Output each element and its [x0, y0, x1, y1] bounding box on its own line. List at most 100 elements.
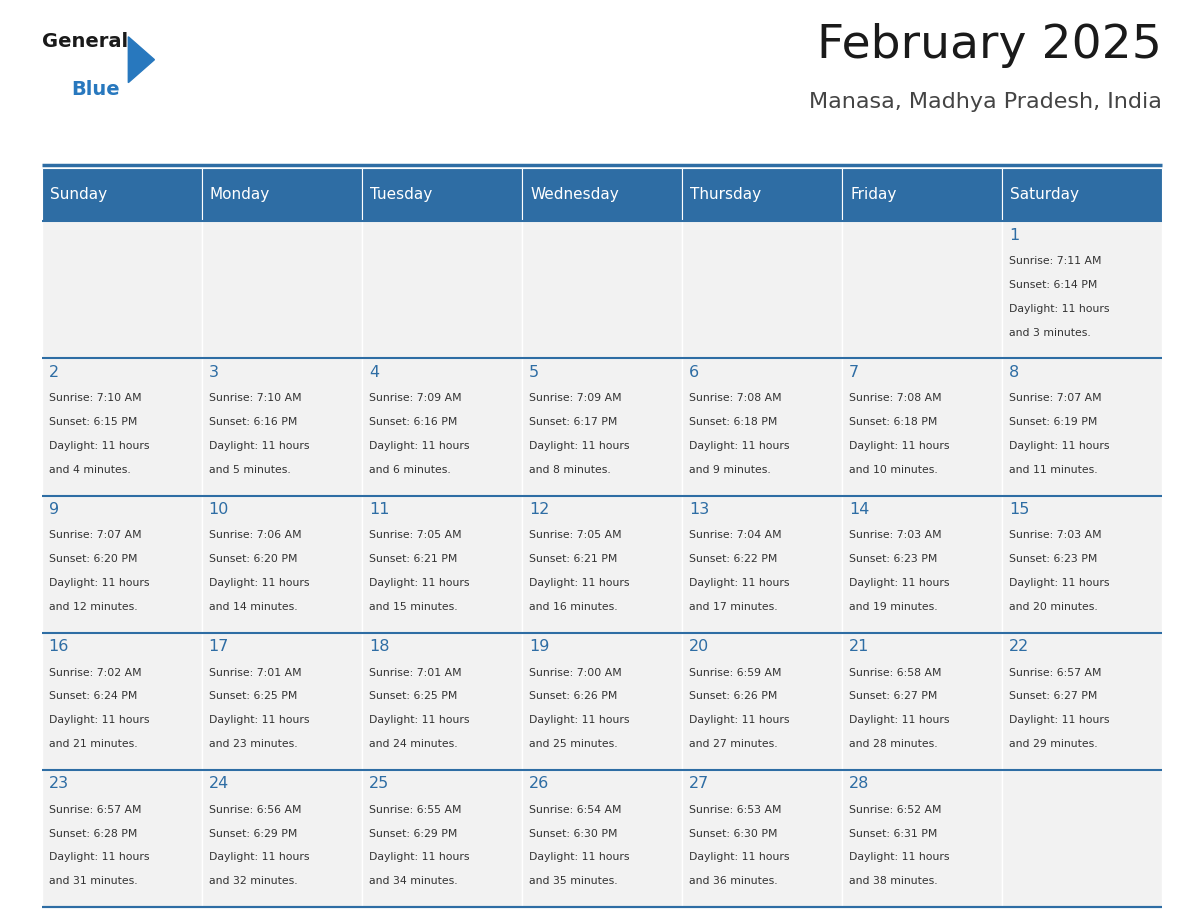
- Bar: [522, 358, 682, 496]
- Text: Sunrise: 6:58 AM: Sunrise: 6:58 AM: [849, 667, 941, 677]
- Text: 5: 5: [529, 364, 539, 380]
- Text: Daylight: 11 hours: Daylight: 11 hours: [849, 715, 949, 725]
- Text: Sunset: 6:14 PM: Sunset: 6:14 PM: [1009, 280, 1098, 290]
- Text: Daylight: 11 hours: Daylight: 11 hours: [849, 441, 949, 451]
- Text: Daylight: 11 hours: Daylight: 11 hours: [49, 578, 150, 588]
- Bar: [1001, 496, 1162, 633]
- Text: and 8 minutes.: and 8 minutes.: [529, 465, 611, 475]
- Text: and 21 minutes.: and 21 minutes.: [49, 739, 138, 749]
- Bar: [42, 496, 202, 633]
- Bar: [361, 770, 522, 907]
- Bar: [42, 633, 202, 770]
- Text: Sunset: 6:25 PM: Sunset: 6:25 PM: [368, 691, 457, 701]
- Text: 14: 14: [849, 502, 870, 517]
- Text: Sunrise: 7:03 AM: Sunrise: 7:03 AM: [1009, 531, 1101, 541]
- Text: and 4 minutes.: and 4 minutes.: [49, 465, 131, 475]
- Bar: [522, 168, 682, 221]
- Bar: [842, 496, 1001, 633]
- Bar: [202, 770, 361, 907]
- Text: Sunrise: 7:07 AM: Sunrise: 7:07 AM: [1009, 393, 1101, 403]
- Bar: [1001, 770, 1162, 907]
- Text: and 15 minutes.: and 15 minutes.: [368, 602, 457, 612]
- Text: Daylight: 11 hours: Daylight: 11 hours: [1009, 304, 1110, 314]
- Bar: [522, 633, 682, 770]
- Text: Sunrise: 6:52 AM: Sunrise: 6:52 AM: [849, 805, 941, 814]
- Text: Daylight: 11 hours: Daylight: 11 hours: [689, 715, 789, 725]
- Text: 9: 9: [49, 502, 59, 517]
- Text: Sunrise: 7:11 AM: Sunrise: 7:11 AM: [1009, 256, 1101, 266]
- Bar: [682, 358, 842, 496]
- Text: Sunset: 6:22 PM: Sunset: 6:22 PM: [689, 554, 777, 565]
- Text: Sunrise: 7:10 AM: Sunrise: 7:10 AM: [49, 393, 141, 403]
- Text: Sunset: 6:26 PM: Sunset: 6:26 PM: [529, 691, 618, 701]
- Text: and 16 minutes.: and 16 minutes.: [529, 602, 618, 612]
- Text: Sunset: 6:20 PM: Sunset: 6:20 PM: [49, 554, 137, 565]
- Text: Daylight: 11 hours: Daylight: 11 hours: [689, 441, 789, 451]
- Text: and 27 minutes.: and 27 minutes.: [689, 739, 777, 749]
- Text: Sunset: 6:29 PM: Sunset: 6:29 PM: [209, 829, 297, 838]
- Text: and 10 minutes.: and 10 minutes.: [849, 465, 937, 475]
- Text: General: General: [42, 32, 127, 51]
- Bar: [361, 358, 522, 496]
- Text: Daylight: 11 hours: Daylight: 11 hours: [1009, 578, 1110, 588]
- Text: and 6 minutes.: and 6 minutes.: [368, 465, 450, 475]
- Bar: [42, 168, 202, 221]
- Text: Sunset: 6:15 PM: Sunset: 6:15 PM: [49, 417, 137, 427]
- Text: 27: 27: [689, 777, 709, 791]
- Text: 23: 23: [49, 777, 69, 791]
- Text: Sunrise: 7:05 AM: Sunrise: 7:05 AM: [368, 531, 461, 541]
- Text: Monday: Monday: [210, 187, 270, 202]
- Text: Sunset: 6:21 PM: Sunset: 6:21 PM: [529, 554, 618, 565]
- Bar: [682, 496, 842, 633]
- Bar: [682, 770, 842, 907]
- Text: Blue: Blue: [71, 80, 120, 99]
- Text: Daylight: 11 hours: Daylight: 11 hours: [49, 715, 150, 725]
- Text: Sunrise: 7:01 AM: Sunrise: 7:01 AM: [368, 667, 461, 677]
- Text: 2: 2: [49, 364, 59, 380]
- Bar: [202, 633, 361, 770]
- Bar: [522, 496, 682, 633]
- Text: and 32 minutes.: and 32 minutes.: [209, 877, 297, 886]
- Text: and 17 minutes.: and 17 minutes.: [689, 602, 777, 612]
- Text: and 9 minutes.: and 9 minutes.: [689, 465, 771, 475]
- Text: Sunrise: 6:56 AM: Sunrise: 6:56 AM: [209, 805, 302, 814]
- Bar: [682, 168, 842, 221]
- Text: Daylight: 11 hours: Daylight: 11 hours: [1009, 715, 1110, 725]
- Text: Sunrise: 7:05 AM: Sunrise: 7:05 AM: [529, 531, 621, 541]
- Text: Wednesday: Wednesday: [530, 187, 619, 202]
- Text: Daylight: 11 hours: Daylight: 11 hours: [529, 578, 630, 588]
- Bar: [1001, 358, 1162, 496]
- Text: Sunrise: 7:07 AM: Sunrise: 7:07 AM: [49, 531, 141, 541]
- Text: Daylight: 11 hours: Daylight: 11 hours: [209, 853, 309, 862]
- Bar: [682, 221, 842, 358]
- Bar: [842, 770, 1001, 907]
- Text: 15: 15: [1009, 502, 1029, 517]
- Text: Sunset: 6:16 PM: Sunset: 6:16 PM: [209, 417, 297, 427]
- Text: Sunset: 6:29 PM: Sunset: 6:29 PM: [368, 829, 457, 838]
- Text: Sunrise: 7:00 AM: Sunrise: 7:00 AM: [529, 667, 621, 677]
- Text: Sunset: 6:19 PM: Sunset: 6:19 PM: [1009, 417, 1098, 427]
- Text: Thursday: Thursday: [690, 187, 762, 202]
- Bar: [522, 221, 682, 358]
- Bar: [361, 221, 522, 358]
- Text: Sunset: 6:18 PM: Sunset: 6:18 PM: [849, 417, 937, 427]
- Text: Saturday: Saturday: [1010, 187, 1079, 202]
- Text: Sunset: 6:30 PM: Sunset: 6:30 PM: [689, 829, 777, 838]
- Text: Sunrise: 6:57 AM: Sunrise: 6:57 AM: [1009, 667, 1101, 677]
- Text: Sunrise: 7:08 AM: Sunrise: 7:08 AM: [689, 393, 782, 403]
- Bar: [842, 633, 1001, 770]
- Bar: [842, 168, 1001, 221]
- Text: Sunrise: 7:03 AM: Sunrise: 7:03 AM: [849, 531, 942, 541]
- Text: Manasa, Madhya Pradesh, India: Manasa, Madhya Pradesh, India: [809, 92, 1162, 112]
- Text: 3: 3: [209, 364, 219, 380]
- Text: and 5 minutes.: and 5 minutes.: [209, 465, 291, 475]
- Text: and 14 minutes.: and 14 minutes.: [209, 602, 297, 612]
- Text: Sunrise: 6:53 AM: Sunrise: 6:53 AM: [689, 805, 782, 814]
- Text: and 23 minutes.: and 23 minutes.: [209, 739, 297, 749]
- Text: 28: 28: [849, 777, 870, 791]
- Text: Sunset: 6:28 PM: Sunset: 6:28 PM: [49, 829, 137, 838]
- Text: Sunday: Sunday: [50, 187, 107, 202]
- Text: Sunrise: 6:59 AM: Sunrise: 6:59 AM: [689, 667, 782, 677]
- Bar: [202, 168, 361, 221]
- Text: Sunset: 6:20 PM: Sunset: 6:20 PM: [209, 554, 297, 565]
